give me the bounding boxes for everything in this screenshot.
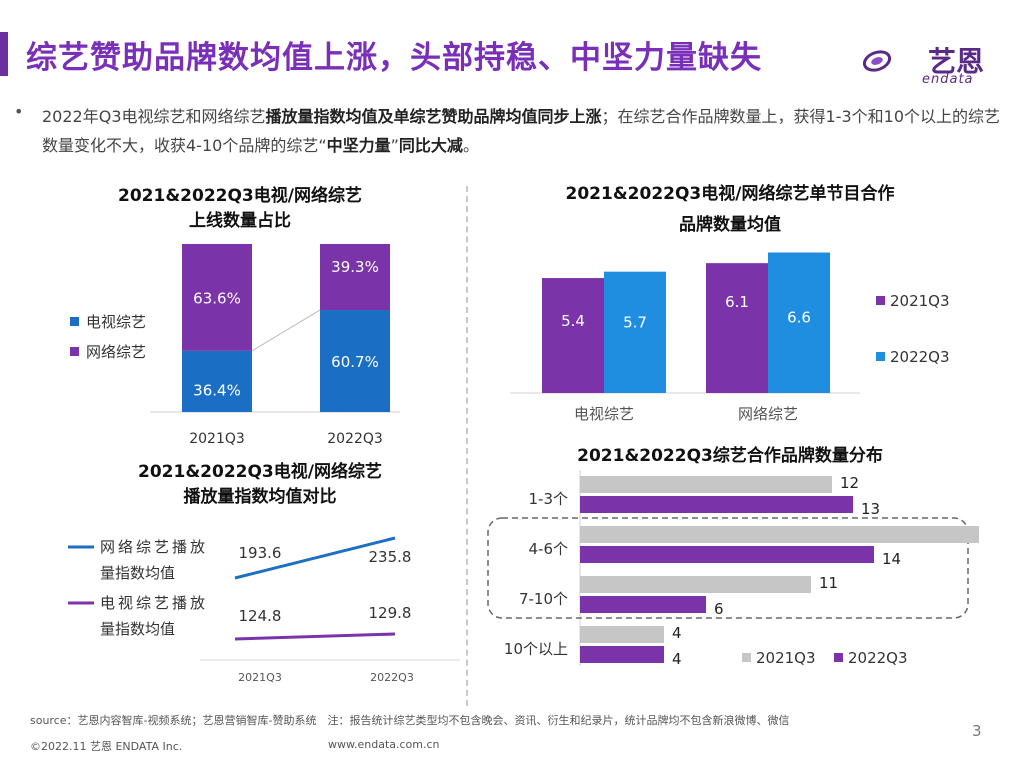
brands-avg-chart-title: 2021&2022Q3电视/网络综艺单节目合作 品牌数量均值 <box>510 182 950 238</box>
summary-bold-2: 中坚力量 <box>326 136 391 155</box>
dist-ytick-10个以上: 10个以上 <box>504 640 568 658</box>
dist-label-4-6个-2022Q3: 14 <box>882 550 901 568</box>
dist-bar-7-10个-2022Q3 <box>580 596 706 613</box>
share-connector-line <box>251 309 321 352</box>
summary-paragraph: 2022年Q3电视综艺和网络综艺播放量指数均值及单综艺赞助品牌均值同步上涨；在综… <box>42 102 1002 160</box>
summary-text-3: ” <box>390 136 399 155</box>
dist-label-10个以上-2021Q3: 4 <box>672 624 682 642</box>
line-xtick-2021Q3: 2021Q3 <box>238 671 282 684</box>
avg-xtick-电视综艺: 电视综艺 <box>574 405 634 423</box>
avg-xtick-网络综艺: 网络综艺 <box>738 405 798 423</box>
dist-legend-swatch-2022Q3 <box>834 653 843 662</box>
chart-separator <box>466 186 468 706</box>
dist-bar-4-6个-2022Q3 <box>580 546 874 563</box>
dist-bar-7-10个-2021Q3 <box>580 576 811 593</box>
share-legend-net: 网络综艺 <box>86 343 146 361</box>
avg-bar-网络综艺-2021Q3 <box>706 263 768 393</box>
dist-legend-swatch-2021Q3 <box>742 653 751 662</box>
avg-legend-2022Q3: 2022Q3 <box>890 348 950 366</box>
footer-source: source：艺恩内容智库-视频系统；艺恩营销智库-赞助系统 注：报告统计综艺类… <box>30 714 790 727</box>
summary-text-4: 。 <box>462 136 479 155</box>
brands-avg-chart-title-line1: 2021&2022Q3电视/网络综艺单节目合作 <box>565 184 895 204</box>
dist-bar-4-6个-2021Q3 <box>580 526 979 543</box>
dist-legend-2021Q3: 2021Q3 <box>756 649 816 667</box>
dist-label-7-10个-2022Q3: 6 <box>714 600 724 618</box>
brands-avg-chart-title-line2: 品牌数量均值 <box>679 215 781 235</box>
dist-label-1-3个-2021Q3: 12 <box>840 474 859 492</box>
title-accent-bar <box>0 32 8 76</box>
distribution-horizontal-bar-chart: 12131-3个19144-6个1167-10个4410个以上2021Q3202… <box>487 470 979 668</box>
share-label-net-2021Q3: 63.6% <box>193 289 241 307</box>
dist-ytick-4-6个: 4-6个 <box>529 540 569 558</box>
summary-bold-1: 播放量指数均值及单综艺赞助品牌均值同步上涨 <box>265 107 602 126</box>
summary-text-2: ；在综艺合作品牌数量上，获得1-3个和10个以上的综艺数量变化不大，收获4-10… <box>42 107 1001 155</box>
avg-label-电视综艺-2022Q3: 5.7 <box>623 314 647 332</box>
summary-bullet: • <box>14 102 24 121</box>
dist-label-7-10个-2021Q3: 11 <box>819 574 838 592</box>
line-label-start-0: 124.8 <box>239 607 282 625</box>
share-bar-tv-2022Q3 <box>320 310 390 412</box>
line-xtick-2022Q3: 2022Q3 <box>370 671 414 684</box>
line-label-start-1: 193.6 <box>239 544 282 562</box>
share-bar-tv-2021Q3 <box>182 350 252 412</box>
share-legend-tv: 电视综艺 <box>86 313 146 331</box>
endata-logo-icon <box>862 50 892 72</box>
dist-ytick-1-3个: 1-3个 <box>529 490 569 508</box>
footer-copyright: ©2022.11 艺恩 ENDATA Inc. <box>30 740 183 753</box>
avg-legend-swatch-2021Q3 <box>876 296 885 305</box>
share-chart-title: 2021&2022Q3电视/网络综艺 上线数量占比 <box>90 184 390 234</box>
page-number: 3 <box>972 722 982 740</box>
avg-label-网络综艺-2021Q3: 6.1 <box>725 293 749 311</box>
share-label-net-2022Q3: 39.3% <box>331 258 379 276</box>
line-legend-0-line2: 量指数均值 <box>100 620 175 638</box>
summary-text-1: 2022年Q3电视综艺和网络综艺 <box>42 107 266 126</box>
line-series-0 <box>234 632 396 641</box>
share-xtick-2022Q3: 2022Q3 <box>327 431 383 447</box>
dist-bar-10个以上-2021Q3 <box>580 626 664 643</box>
share-chart-title-line1: 2021&2022Q3电视/网络综艺 <box>118 186 362 206</box>
play-index-chart-title: 2021&2022Q3电视/网络综艺 播放量指数均值对比 <box>100 460 420 510</box>
share-xtick-2021Q3: 2021Q3 <box>189 431 245 447</box>
dist-legend-2022Q3: 2022Q3 <box>848 649 908 667</box>
dist-bar-10个以上-2022Q3 <box>580 646 664 663</box>
play-index-chart-title-line2: 播放量指数均值对比 <box>183 487 337 507</box>
share-label-tv-2021Q3: 36.4% <box>193 381 241 399</box>
dist-bar-1-3个-2022Q3 <box>580 496 853 513</box>
line-label-end-1: 235.8 <box>369 548 412 566</box>
dist-highlight-box <box>487 517 969 619</box>
distribution-chart-title: 2021&2022Q3综艺合作品牌数量分布 <box>577 446 883 466</box>
dist-bar-1-3个-2021Q3 <box>580 476 832 493</box>
dist-ytick-7-10个: 7-10个 <box>519 590 568 608</box>
logo-subtext: endata <box>922 72 974 87</box>
line-legend-1-line2: 量指数均值 <box>100 564 175 582</box>
share-bar-net-2021Q3 <box>182 244 252 351</box>
avg-bar-电视综艺-2021Q3 <box>542 278 604 393</box>
avg-bar-电视综艺-2022Q3 <box>604 271 666 393</box>
avg-legend-swatch-2022Q3 <box>876 352 885 361</box>
share-legend-swatch-tv <box>70 317 79 326</box>
play-index-chart-title-line1: 2021&2022Q3电视/网络综艺 <box>138 462 382 482</box>
share-chart-title-line2: 上线数量占比 <box>189 211 291 231</box>
footer-url: www.endata.com.cn <box>328 738 440 751</box>
share-bar-net-2022Q3 <box>320 244 390 311</box>
summary-bold-3: 同比大减 <box>398 136 463 155</box>
avg-label-网络综艺-2022Q3: 6.6 <box>787 309 811 327</box>
avg-bar-网络综艺-2022Q3 <box>768 252 830 393</box>
avg-label-电视综艺-2021Q3: 5.4 <box>561 312 585 330</box>
share-legend-swatch-net <box>70 347 79 356</box>
line-legend-1-line1: 网络综艺播放 <box>100 538 208 556</box>
line-label-end-0: 129.8 <box>369 604 412 622</box>
line-legend-0-line1: 电视综艺播放 <box>100 594 208 612</box>
dist-label-10个以上-2022Q3: 4 <box>672 650 682 668</box>
avg-legend-2021Q3: 2021Q3 <box>890 292 950 310</box>
page-title: 综艺赞助品牌数均值上涨，头部持稳、中坚力量缺失 <box>26 40 762 76</box>
logo-text: 艺恩 <box>928 45 985 78</box>
line-series-1 <box>234 536 396 580</box>
share-label-tv-2022Q3: 60.7% <box>331 353 379 371</box>
brands-avg-bar-chart: 5.4 5.7 电视综艺 6.1 6.6 网络综艺 2021Q3 2022Q3 <box>510 252 950 423</box>
dist-label-1-3个-2022Q3: 13 <box>861 500 880 518</box>
